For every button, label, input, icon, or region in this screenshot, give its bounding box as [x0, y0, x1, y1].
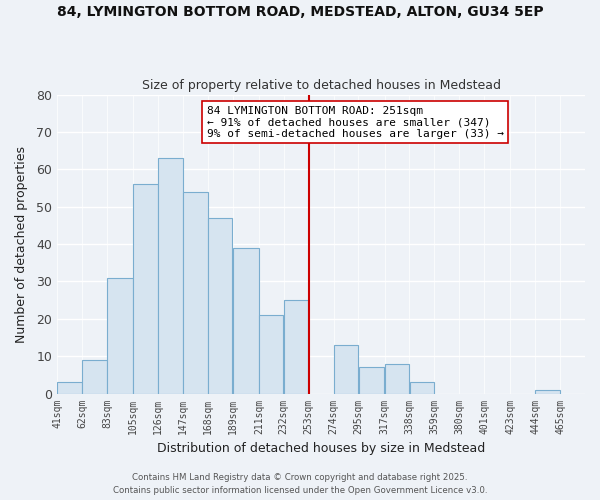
Bar	[284, 300, 308, 394]
Text: 84, LYMINGTON BOTTOM ROAD, MEDSTEAD, ALTON, GU34 5EP: 84, LYMINGTON BOTTOM ROAD, MEDSTEAD, ALT…	[56, 5, 544, 19]
Bar	[535, 390, 560, 394]
Bar	[82, 360, 107, 394]
Bar	[233, 248, 259, 394]
Bar	[334, 345, 358, 394]
Y-axis label: Number of detached properties: Number of detached properties	[15, 146, 28, 342]
Title: Size of property relative to detached houses in Medstead: Size of property relative to detached ho…	[142, 79, 500, 92]
Bar	[133, 184, 158, 394]
Bar	[259, 315, 283, 394]
Bar	[208, 218, 232, 394]
Bar	[158, 158, 182, 394]
Text: 84 LYMINGTON BOTTOM ROAD: 251sqm
← 91% of detached houses are smaller (347)
9% o: 84 LYMINGTON BOTTOM ROAD: 251sqm ← 91% o…	[206, 106, 503, 139]
Text: Contains HM Land Registry data © Crown copyright and database right 2025.
Contai: Contains HM Land Registry data © Crown c…	[113, 474, 487, 495]
X-axis label: Distribution of detached houses by size in Medstead: Distribution of detached houses by size …	[157, 442, 485, 455]
Bar	[183, 192, 208, 394]
Bar	[410, 382, 434, 394]
Bar	[107, 278, 133, 394]
Bar	[385, 364, 409, 394]
Bar	[58, 382, 82, 394]
Bar	[359, 368, 384, 394]
